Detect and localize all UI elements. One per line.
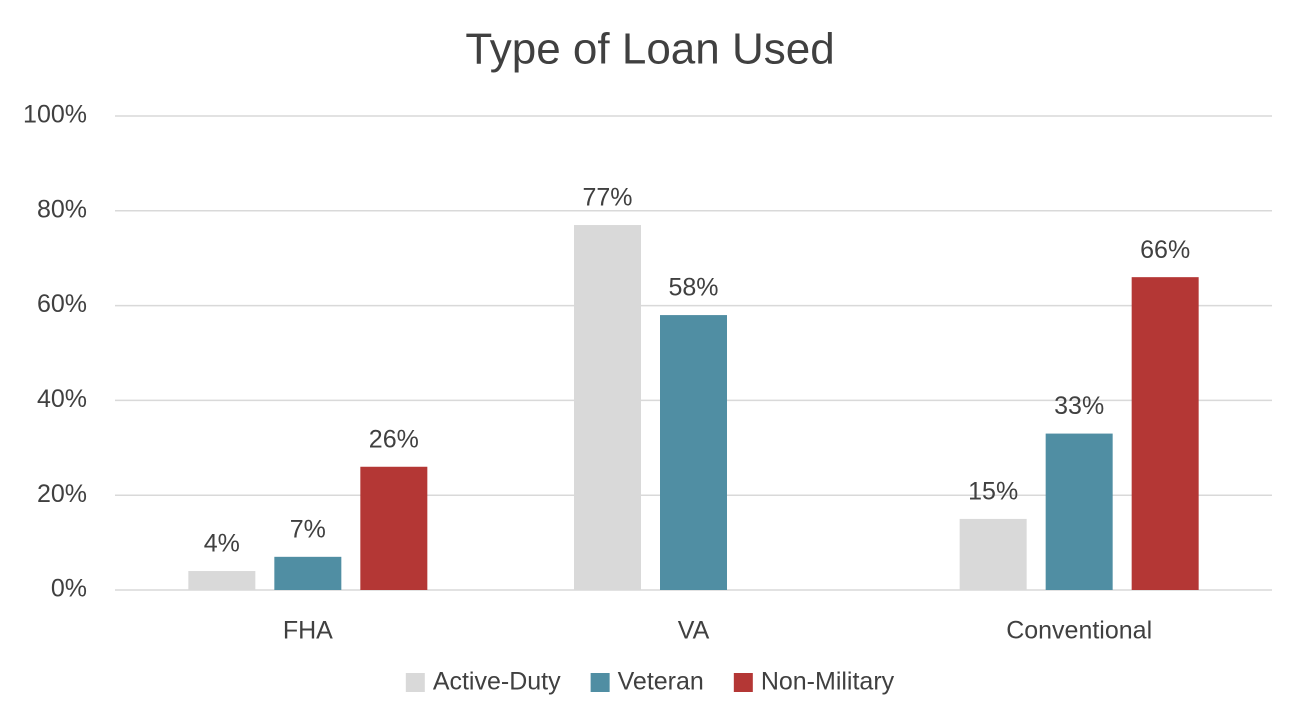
data-label: 77% xyxy=(582,184,632,212)
legend-swatch xyxy=(590,673,610,692)
legend-swatch xyxy=(405,673,425,692)
chart-title: Type of Loan Used xyxy=(465,25,834,74)
y-tick-label: 0% xyxy=(51,575,87,603)
data-label: 33% xyxy=(1054,392,1104,420)
legend-label: Active-Duty xyxy=(433,668,561,696)
data-label: 58% xyxy=(668,274,718,302)
bar xyxy=(188,571,256,590)
bar xyxy=(660,315,727,590)
data-label: 15% xyxy=(968,478,1018,506)
bar xyxy=(360,466,428,590)
y-tick-label: 60% xyxy=(37,290,87,318)
y-tick-label: 80% xyxy=(37,195,87,223)
legend-swatch xyxy=(733,673,753,692)
data-label: 26% xyxy=(369,425,419,453)
legend-label: Non-Military xyxy=(761,668,895,696)
bar xyxy=(274,556,342,590)
y-tick-label: 100% xyxy=(23,101,87,129)
y-tick-label: 20% xyxy=(37,480,87,508)
bar xyxy=(574,225,641,590)
bar xyxy=(1131,277,1199,590)
data-label: 66% xyxy=(1140,236,1190,264)
bar xyxy=(1045,433,1113,590)
data-label: 7% xyxy=(290,515,326,543)
x-tick-label: Conventional xyxy=(1006,617,1152,645)
x-tick-label: VA xyxy=(678,617,710,645)
legend-label: Veteran xyxy=(618,668,704,696)
x-tick-label: FHA xyxy=(283,617,333,645)
bar xyxy=(959,518,1027,590)
data-label: 4% xyxy=(204,530,240,558)
y-tick-label: 40% xyxy=(37,385,87,413)
